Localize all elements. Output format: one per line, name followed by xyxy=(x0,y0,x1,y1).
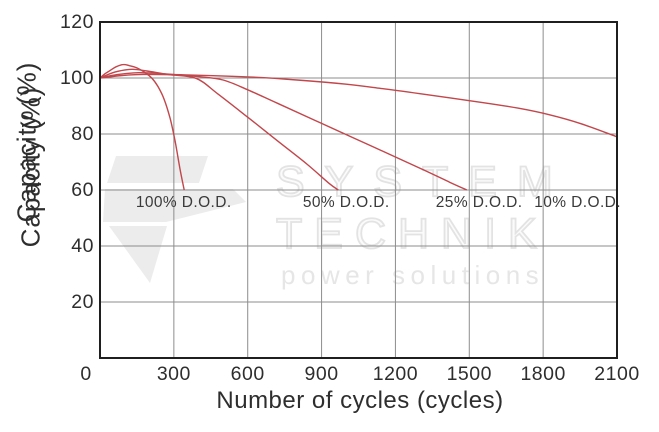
dod-annotation: 100% D.O.D. xyxy=(135,193,232,211)
x-tick-label: 0 xyxy=(80,363,92,385)
gridlines xyxy=(100,22,617,358)
watermark-text-technik: TECHNIK xyxy=(276,210,549,258)
dod-annotation: 50% D.O.D. xyxy=(302,193,390,211)
curve-50-d-o-d- xyxy=(99,68,339,191)
x-axis-title: Number of cycles (cycles) xyxy=(216,387,504,414)
watermark-logo-icon xyxy=(103,156,246,283)
x-tick-label: 1200 xyxy=(372,363,419,385)
x-tick-label: 2100 xyxy=(594,363,640,385)
y-tick-label: 120 xyxy=(59,11,94,33)
y-tick-label: 40 xyxy=(71,235,94,257)
y-tick-label: 20 xyxy=(71,291,94,313)
dod-annotation: 25% D.O.D. xyxy=(435,193,523,211)
x-tick-label: 1800 xyxy=(520,363,566,385)
watermark-text-power-solutions: power solutions xyxy=(281,260,544,290)
y-tick-label: 60 xyxy=(71,179,94,201)
y-axis-title-duplicate: Capacity (%) xyxy=(15,86,46,248)
plot-frame xyxy=(99,21,618,359)
dod-annotation: 10% D.O.D. xyxy=(534,193,621,211)
x-tick-label: 600 xyxy=(230,363,265,385)
y-tick-label: 100 xyxy=(59,67,94,89)
x-tick-label: 900 xyxy=(304,363,339,385)
dod-curves xyxy=(99,63,618,191)
curve-25-d-o-d- xyxy=(99,71,468,191)
x-tick-label: 300 xyxy=(156,363,191,385)
curve-10-d-o-d- xyxy=(99,73,618,138)
x-tick-label: 1500 xyxy=(446,363,492,385)
y-tick-label: 80 xyxy=(71,123,94,145)
